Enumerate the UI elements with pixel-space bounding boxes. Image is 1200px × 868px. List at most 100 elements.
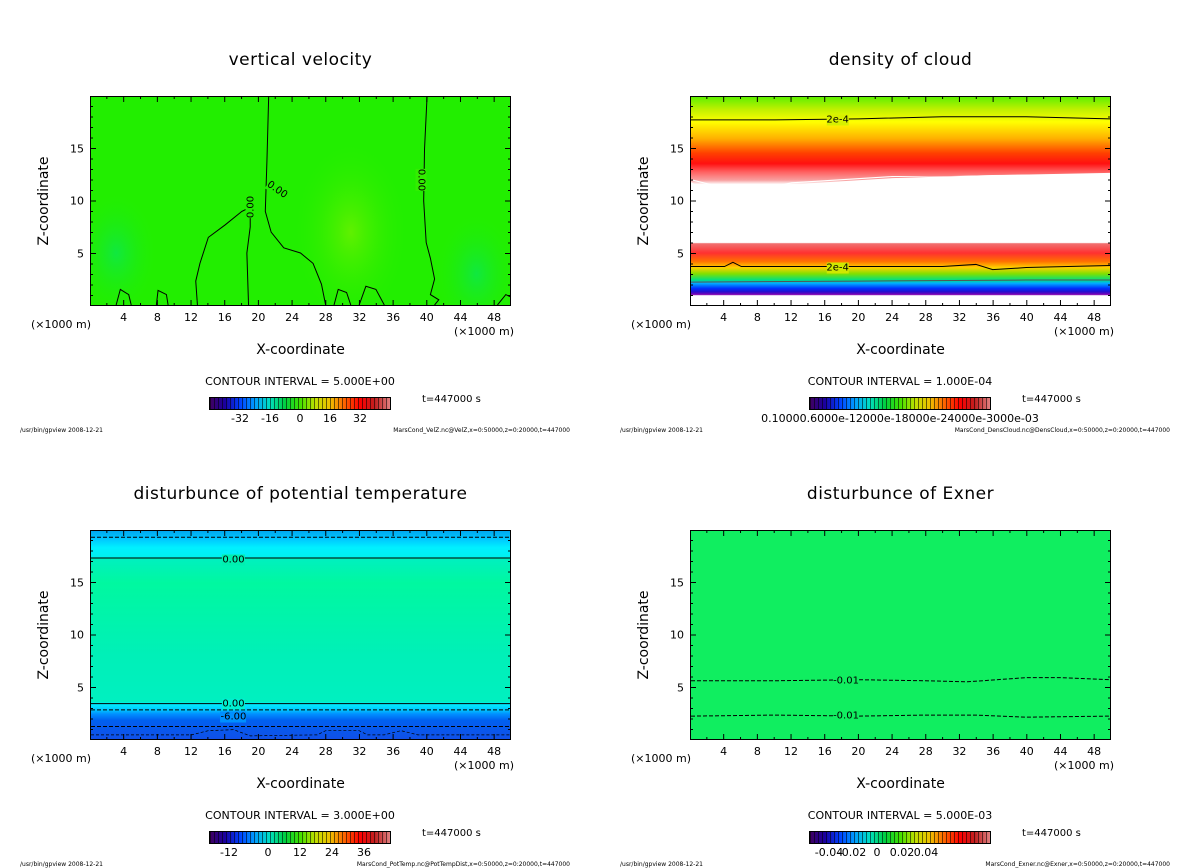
y-axis-label: Z-coordinate <box>636 590 652 680</box>
y-tick-label: 5 <box>677 247 684 260</box>
contour-line <box>691 262 1110 269</box>
panel-potential-temperature: disturbunce of potential temperature 0.0… <box>0 434 600 868</box>
x-unit-label: (×1000 m) <box>1054 759 1115 772</box>
contour-line <box>156 290 168 305</box>
contour-line <box>691 715 1110 717</box>
contour-line <box>91 730 510 736</box>
y-axis-label: Z-coordinate <box>36 590 52 680</box>
time-label: t=447000 s <box>1022 828 1081 839</box>
x-tick-label: 48 <box>487 311 502 324</box>
x-tick-label: 8 <box>753 311 761 324</box>
downdraft-region <box>91 190 159 305</box>
x-tick-label: 44 <box>453 745 468 758</box>
y-axis-label: Z-coordinate <box>36 156 52 246</box>
x-tick-label: 36 <box>386 311 401 324</box>
plot-area: 0.00 0.00 0.00 <box>90 96 511 306</box>
colorbar-tick-label: 24 <box>325 846 339 859</box>
x-tick-label: 28 <box>318 745 333 758</box>
colorbar-tick-label: 0 <box>264 846 272 859</box>
x-tick-label: 12 <box>784 745 799 758</box>
x-tick-label: 16 <box>817 311 832 324</box>
footer-right: MarsCond_Exner.nc@Exner,x=0:50000,z=0:20… <box>985 861 1170 868</box>
x-tick-label: 28 <box>918 745 933 758</box>
contour-line <box>196 207 250 305</box>
contour-field <box>691 531 1110 739</box>
x-axis-label: X-coordinate <box>856 342 945 358</box>
x-unit-label: (×1000 m) <box>454 759 515 772</box>
footer-left: /usr/bin/gpview 2008-12-21 <box>20 427 103 434</box>
contour-label: 0.00 <box>245 196 257 219</box>
cloud-free-region <box>691 173 1110 243</box>
contour-field <box>91 97 510 305</box>
footer-right: MarsCond_VelZ.nc@VelZ,x=0:50000,z=0:2000… <box>393 427 570 434</box>
y-tick-label: 5 <box>677 681 684 694</box>
y-tick-label: 15 <box>70 142 84 155</box>
x-tick-label: 32 <box>952 745 967 758</box>
x-unit-label: (×1000 m) <box>454 325 515 338</box>
time-label: t=447000 s <box>1022 394 1081 405</box>
x-tick-label: 20 <box>851 745 866 758</box>
time-label: t=447000 s <box>422 828 481 839</box>
x-tick-label: 28 <box>318 311 333 324</box>
plot-area: 0.00 0.00 -6.00 <box>90 530 511 740</box>
x-tick-label: 4 <box>120 311 128 324</box>
x-tick-label: 44 <box>453 311 468 324</box>
panel-density-of-cloud: density of cloud 2e-4 2e-4 4 8 12 16 20 24 28 3… <box>600 0 1200 434</box>
x-tick-label: 4 <box>720 745 728 758</box>
updraft-region <box>292 138 410 305</box>
panel-vertical-velocity: vertical velocity 0.00 0.00 0.00 4 8 12 16 2… <box>0 0 600 434</box>
x-tick-label: 36 <box>386 745 401 758</box>
downdraft-region <box>434 211 510 305</box>
footer-left: /usr/bin/gpview 2008-12-21 <box>620 427 703 434</box>
contour-field <box>691 97 1110 305</box>
panel-exner: disturbunce of Exner -0.01 -0.01 4 8 12 16 2… <box>600 434 1200 868</box>
y-tick-label: 10 <box>70 194 84 208</box>
plot-title: disturbunce of potential temperature <box>133 484 468 504</box>
colorbar-tick-label: -16 <box>261 412 279 425</box>
x-tick-label: 8 <box>153 311 161 324</box>
contour-interval: CONTOUR INTERVAL = 5.000E+00 <box>205 375 395 388</box>
x-unit-label: (×1000 m) <box>631 752 692 765</box>
footer-left: /usr/bin/gpview 2008-12-21 <box>620 861 703 868</box>
contour-label: -6.00 <box>220 711 247 723</box>
colorbar-tick-label: -12 <box>220 846 238 859</box>
colorbar-tick-label: 0.10000.6000e-12000e-18000e-24000e-3000e… <box>761 412 1039 425</box>
colorbar-tick-label: 0.02 <box>889 846 915 859</box>
y-tick-label: 10 <box>670 194 684 208</box>
x-tick-label: 12 <box>784 311 799 324</box>
x-tick-label: 24 <box>285 745 300 758</box>
x-tick-label: 48 <box>487 745 502 758</box>
x-tick-label: 28 <box>918 311 933 324</box>
colorbar-tick-label: -32 <box>231 412 249 425</box>
contour-interval: CONTOUR INTERVAL = 3.000E+00 <box>205 809 395 822</box>
contour-line <box>116 289 131 305</box>
x-tick-label: 40 <box>419 311 434 324</box>
plot-title: disturbunce of Exner <box>806 484 995 504</box>
x-tick-label: 20 <box>251 311 266 324</box>
x-tick-label: 16 <box>817 745 832 758</box>
contour-interval: CONTOUR INTERVAL = 1.000E-04 <box>807 375 993 388</box>
x-tick-label: 16 <box>217 311 232 324</box>
x-tick-label: 4 <box>720 311 728 324</box>
contour-line <box>424 97 439 305</box>
colorbar-tick-label: 32 <box>353 412 367 425</box>
x-tick-label: 20 <box>851 311 866 324</box>
contour-line <box>691 117 1110 120</box>
contour-line <box>91 537 510 726</box>
colorbar-tick-label: 0.04 <box>913 846 939 859</box>
x-tick-label: 24 <box>885 745 900 758</box>
contour-label: 0.00 <box>222 554 245 566</box>
contour-label: 2e-4 <box>826 262 849 274</box>
x-tick-label: 40 <box>1019 311 1034 324</box>
x-tick-label: 36 <box>986 311 1001 324</box>
colorbar-tick-label: -0.04 <box>814 846 844 859</box>
y-tick-label: 10 <box>670 628 684 642</box>
colorbar <box>209 397 391 410</box>
y-tick-label: 5 <box>77 681 84 694</box>
contour-line <box>265 97 325 305</box>
footer-left: /usr/bin/gpview 2008-12-21 <box>20 861 103 868</box>
x-tick-label: 32 <box>352 745 367 758</box>
y-tick-label: 10 <box>70 628 84 642</box>
plot-title: density of cloud <box>828 50 973 70</box>
y-axis-label: Z-coordinate <box>636 156 652 246</box>
